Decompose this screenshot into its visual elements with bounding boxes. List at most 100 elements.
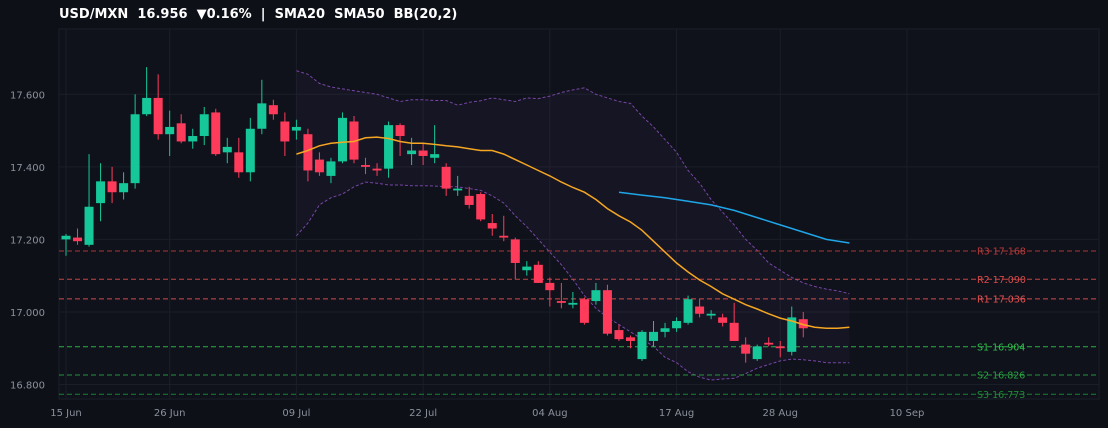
y-axis: 16.800 17.000 17.200 17.400 17.600: [10, 90, 45, 391]
candle-body: [61, 235, 71, 240]
candle-body: [245, 128, 255, 173]
candle-body: [303, 134, 313, 171]
candle-body: [107, 181, 117, 193]
candle-body: [395, 125, 405, 137]
candle-body: [522, 266, 532, 271]
candle-body: [591, 290, 601, 302]
candle-body: [764, 342, 774, 345]
candle-body: [741, 344, 751, 354]
sma50-line: [618, 191, 850, 244]
candle-body: [234, 152, 244, 173]
candle-body: [199, 114, 209, 137]
candle-body: [257, 103, 267, 129]
title-separator: |: [260, 7, 266, 22]
sma20-line: [296, 136, 850, 330]
candle-body: [649, 331, 659, 341]
x-tick-label: 22 Jul: [409, 408, 437, 419]
x-axis: 15 Jun 26 Jun 09 Jul 22 Jul 04 Aug 17 Aug 28 A…: [50, 408, 924, 419]
candle-body: [291, 126, 301, 131]
x-tick-label: 04 Aug: [532, 408, 567, 419]
candle-body: [683, 299, 693, 323]
candle-body: [510, 239, 520, 263]
candle-body: [349, 121, 359, 160]
x-tick-label: 28 Aug: [763, 408, 798, 419]
candle-body: [268, 105, 278, 115]
candle-body: [73, 237, 83, 242]
x-tick-label: 26 Jun: [154, 408, 186, 419]
grid-lines: [59, 29, 1099, 399]
candle-body: [614, 330, 624, 340]
candle-body: [637, 331, 647, 360]
candle-body: [96, 181, 106, 204]
candle-body: [556, 301, 566, 303]
candle-body: [487, 223, 497, 229]
plot-area: [58, 28, 1100, 400]
candle-body: [787, 317, 797, 352]
x-tick-label: 10 Sep: [890, 408, 925, 419]
y-tick-label: 17.200: [10, 235, 45, 246]
candle-body: [430, 154, 440, 158]
candle-body: [314, 159, 324, 173]
candle-body: [222, 146, 232, 153]
candle-body: [142, 97, 152, 115]
candle-body: [718, 317, 728, 323]
candle-body: [119, 183, 129, 193]
candle-body: [545, 282, 555, 291]
candle-body: [775, 346, 785, 349]
price-change: ▼0.16%: [196, 7, 252, 22]
y-tick-label: 17.000: [10, 308, 45, 319]
candle-body: [568, 302, 578, 305]
candle-body: [176, 123, 186, 142]
candle-body: [211, 112, 221, 155]
indicator-list: SMA20 SMA50 BB(20,2): [274, 7, 458, 22]
candle-body: [798, 319, 808, 329]
candle-body: [533, 264, 543, 283]
candle-body: [372, 168, 382, 171]
x-tick-label: 09 Jul: [282, 408, 310, 419]
candle-body: [695, 306, 705, 314]
candle-body: [326, 161, 336, 176]
y-tick-label: 17.600: [10, 90, 45, 101]
candle-body: [499, 235, 509, 238]
candle-body: [729, 322, 739, 341]
candle-body: [280, 121, 290, 142]
level-label-r3: R3 17.168: [977, 247, 1026, 258]
candle-body: [165, 126, 175, 135]
level-label-s2: S2 16.826: [977, 371, 1025, 382]
candle-body: [337, 117, 347, 162]
candle-body: [130, 114, 140, 184]
candle-body: [602, 290, 612, 334]
candle-body: [188, 136, 198, 142]
candle-body: [579, 299, 589, 323]
chart-title: USD/MXN 16.956 ▼0.16% | SMA20 SMA50 BB(2…: [59, 7, 457, 22]
level-label-s1: S1 16.904: [977, 342, 1025, 353]
candle-body: [752, 346, 762, 360]
last-price: 16.956: [137, 7, 188, 22]
candle-body: [625, 337, 635, 341]
y-tick-label: 16.800: [10, 380, 45, 391]
candle-body: [672, 321, 682, 329]
pair-symbol: USD/MXN: [59, 7, 129, 22]
candle-body: [418, 150, 428, 156]
candles: [61, 67, 808, 363]
candle-body: [407, 150, 417, 155]
level-label-r2: R2 17.090: [977, 275, 1026, 286]
candle-body: [476, 194, 486, 220]
candle-body: [441, 166, 451, 189]
pivot-levels: R3 17.168 R2 17.090 R1 17.036 S1 16.904 S2 1…: [59, 247, 1099, 401]
y-tick-label: 17.400: [10, 163, 45, 174]
level-label-s3: S3 16.773: [977, 390, 1025, 401]
candle-body: [361, 165, 371, 167]
level-label-r1: R1 17.036: [977, 294, 1026, 305]
candle-body: [153, 97, 163, 135]
candle-body: [84, 206, 94, 245]
candle-body: [660, 328, 670, 332]
candle-body: [706, 313, 716, 316]
candle-body: [384, 125, 394, 169]
candle-body: [453, 188, 463, 191]
moving-averages: [296, 136, 850, 330]
bollinger-upper: [296, 70, 850, 295]
x-tick-label: 15 Jun: [50, 408, 82, 419]
candle-body: [464, 195, 474, 205]
